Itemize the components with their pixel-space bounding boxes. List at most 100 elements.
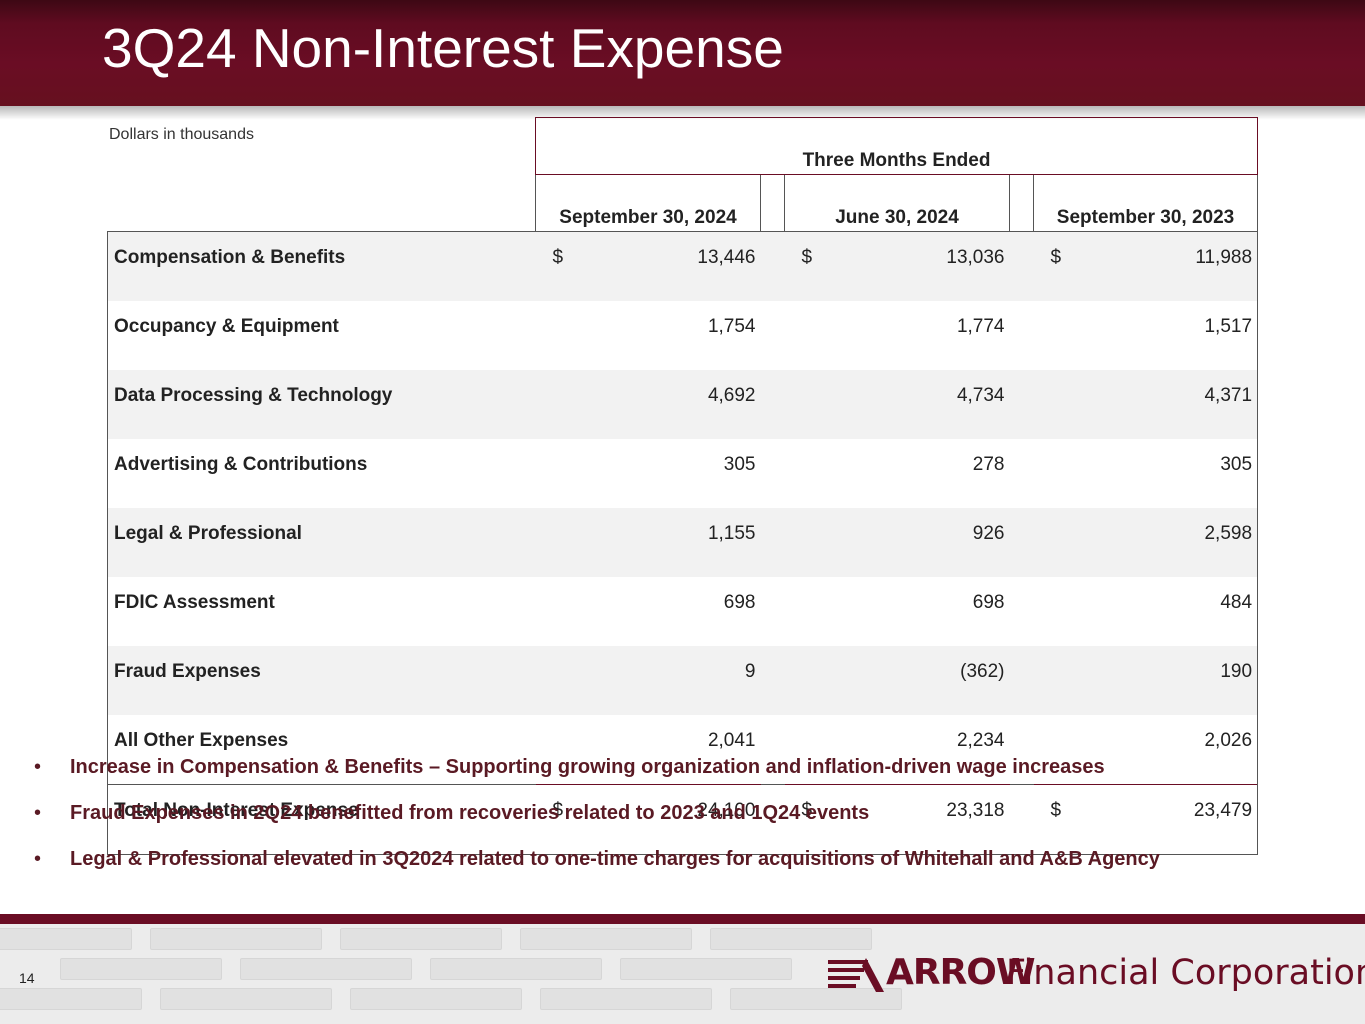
row-label: Legal & Professional	[107, 508, 536, 577]
currency-symbol: $	[1033, 784, 1084, 855]
table-row: All Other Expenses 2,041 2,234 2,026	[107, 715, 1259, 785]
value-cell: 13,446	[585, 231, 761, 301]
value-cell: 4,734	[834, 370, 1010, 439]
currency-symbol	[1033, 370, 1084, 439]
bullet-item: • Increase in Compensation & Benefits – S…	[34, 752, 1160, 798]
currency-symbol	[536, 577, 586, 646]
value-cell: 278	[972, 454, 1005, 475]
value-cell: 24,100	[585, 784, 761, 855]
column-gap	[760, 370, 785, 439]
value-cell: 11,988	[1083, 231, 1259, 301]
column-gap	[761, 301, 785, 370]
footer-band	[0, 914, 1365, 924]
table-row: Advertising & Contributions 305 278 305	[107, 439, 1259, 508]
currency-symbol: $	[535, 231, 586, 301]
currency-symbol	[1033, 508, 1084, 577]
column-gap	[1010, 577, 1034, 646]
column-gap	[1009, 231, 1034, 301]
table-row: FDIC Assessment 698 698 484	[107, 577, 1259, 646]
value-cell: 1,754	[707, 316, 756, 337]
table-row: Fraud Expenses 9 (362) 190	[107, 646, 1259, 715]
value-cell: 2,234	[956, 730, 1005, 751]
units-note: Dollars in thousands	[109, 126, 254, 143]
value-cell: 698	[972, 592, 1005, 613]
currency-symbol: $	[535, 784, 586, 855]
bullet-dot: •	[34, 756, 42, 778]
bullet-dot: •	[34, 802, 42, 824]
column-header-sep-2024: September 30, 2024	[535, 174, 761, 232]
value-cell: 1,774	[956, 316, 1005, 337]
value-cell: 190	[1083, 646, 1259, 715]
value-cell: 9	[585, 646, 761, 715]
currency-symbol	[1034, 301, 1084, 370]
column-gap	[1009, 646, 1034, 715]
column-gap	[1009, 784, 1034, 855]
value-cell: 1,517	[1083, 301, 1259, 370]
currency-symbol: $	[784, 231, 835, 301]
value-cell: 23,318	[834, 784, 1010, 855]
currency-symbol: $	[1033, 231, 1084, 301]
row-label: Compensation & Benefits	[107, 231, 536, 301]
column-header-sep-2023: September 30, 2023	[1032, 174, 1259, 232]
value-cell: 484	[1083, 577, 1259, 646]
bullet-text: Legal & Professional elevated in 3Q2024 …	[70, 848, 1160, 870]
title-bar-shadow	[0, 106, 1365, 120]
currency-symbol	[1033, 646, 1084, 715]
value-cell: 4,692	[585, 370, 761, 439]
currency-symbol	[536, 439, 586, 508]
bullet-dot: •	[34, 848, 42, 870]
row-label: All Other Expenses	[107, 715, 536, 785]
value-cell: 23,479	[1083, 784, 1259, 855]
currency-symbol	[536, 301, 586, 370]
row-label: Data Processing & Technology	[107, 370, 536, 439]
column-gap	[1009, 508, 1034, 577]
bullet-item: • Fraud Expenses in 2Q24 benefitted from …	[34, 798, 1160, 844]
value-cell: 305	[723, 454, 756, 475]
value-cell: 2,598	[1083, 508, 1259, 577]
currency-symbol	[1034, 577, 1084, 646]
slide-title: 3Q24 Non-Interest Expense	[102, 17, 784, 79]
total-row: Total Non-Interest Expense $24,100 $23,318…	[107, 784, 1259, 855]
currency-symbol	[1034, 439, 1084, 508]
row-label: Advertising & Contributions	[107, 439, 536, 508]
currency-symbol	[535, 646, 586, 715]
table-row: Data Processing & Technology 4,692 4,734 4,…	[107, 370, 1259, 439]
table-row: Compensation & Benefits $13,446 $13,036 $11…	[107, 231, 1259, 301]
currency-symbol	[535, 508, 586, 577]
column-gap	[761, 439, 785, 508]
currency-symbol	[785, 301, 835, 370]
column-gap	[1010, 439, 1034, 508]
arrow-logo-icon	[828, 958, 884, 992]
value-cell: 926	[834, 508, 1010, 577]
currency-symbol	[785, 439, 835, 508]
column-gap	[761, 577, 785, 646]
column-gap	[1009, 370, 1034, 439]
footer-brick-background	[0, 924, 1365, 1024]
value-cell: 2,041	[707, 730, 756, 751]
value-cell: 13,036	[834, 231, 1010, 301]
column-gap	[1010, 301, 1034, 370]
value-cell: 4,371	[1083, 370, 1259, 439]
row-label: FDIC Assessment	[107, 577, 536, 646]
row-label: Occupancy & Equipment	[107, 301, 536, 370]
logo-brand: ARROW	[886, 952, 1036, 993]
expense-table: Three Months Ended September 30, 2024 Ju…	[107, 117, 1259, 855]
value-cell: 698	[723, 592, 756, 613]
logo-brand-rest: Financial Corporation	[1006, 953, 1365, 993]
table-row: Occupancy & Equipment 1,754 1,774 1,517	[107, 301, 1259, 370]
bullet-item: • Legal & Professional elevated in 3Q2024…	[34, 844, 1160, 890]
currency-symbol	[784, 646, 835, 715]
table-row: Legal & Professional 1,155 926 2,598	[107, 508, 1259, 577]
page-number: 14	[19, 970, 35, 986]
currency-symbol	[784, 508, 835, 577]
column-header-jun-2024: June 30, 2024	[784, 174, 1010, 232]
value-cell: 2,026	[1083, 715, 1259, 785]
currency-symbol	[785, 577, 835, 646]
total-label: Total Non-Interest Expense	[107, 784, 536, 855]
bullet-text: Fraud Expenses in 2Q24 benefitted from r…	[70, 802, 870, 824]
column-gap	[760, 508, 785, 577]
currency-symbol: $	[784, 784, 835, 855]
bullet-list: • Increase in Compensation & Benefits – S…	[34, 752, 1160, 890]
title-bar	[0, 0, 1365, 106]
currency-symbol	[535, 370, 586, 439]
